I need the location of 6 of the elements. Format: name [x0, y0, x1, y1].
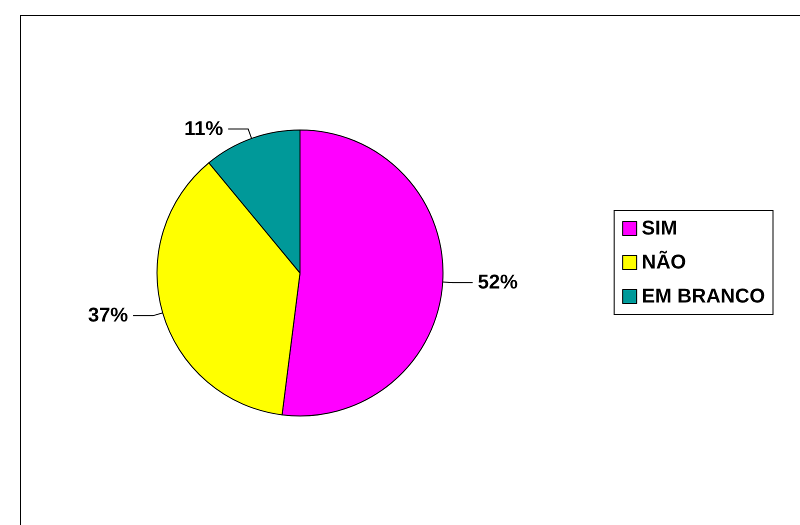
legend-label: EM BRANCO [642, 286, 766, 308]
data-label: 52% [478, 272, 518, 294]
data-label: 11% [184, 118, 224, 140]
legend-label: SIM [642, 218, 678, 240]
legend-label: NÃO [642, 250, 686, 274]
data-label: 37% [88, 304, 128, 327]
